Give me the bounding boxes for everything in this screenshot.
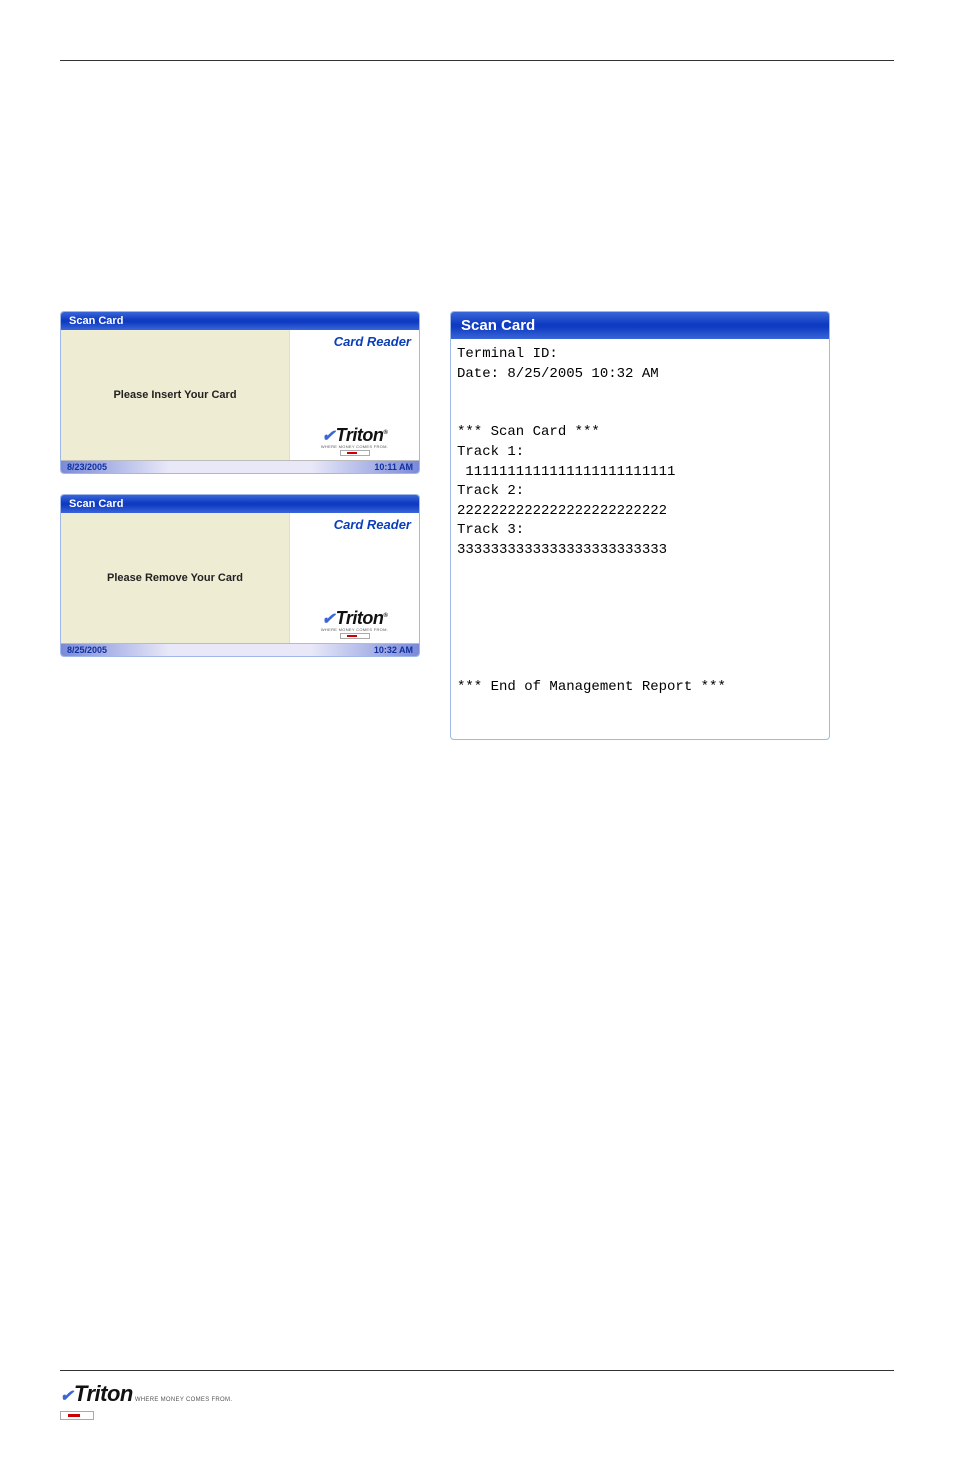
left-column: Scan Card Please Insert Your Card Card R… [60,311,420,657]
status-bar: 8/23/2005 10:11 AM [61,460,419,473]
status-time: 10:32 AM [374,645,413,655]
triton-logo: ✔Triton® WHERE MONEY COMES FROM. [290,608,419,643]
report-track3-label: Track 3: [457,522,524,538]
logo-tagline: WHERE MONEY COMES FROM. [290,444,419,449]
scan-card-report-window: Scan Card Terminal ID: Date: 8/25/2005 1… [450,311,830,740]
status-date: 8/23/2005 [67,462,107,472]
window-title-bar: Scan Card [61,312,419,330]
logo-bar-icon [340,450,370,456]
report-track2-value: 2222222222222222222222222 [457,503,667,519]
logo-bar-icon [340,633,370,639]
logo-brand: ✔Triton® [322,425,388,445]
report-footer: *** End of Management Report *** [457,679,726,695]
top-horizontal-rule [60,60,894,61]
footer-logo-tagline: WHERE MONEY COMES FROM. [135,1397,232,1403]
report-track1-label: Track 1: [457,444,524,460]
logo-brand: ✔Triton® [322,608,388,628]
message-text: Please Insert Your Card [113,389,236,401]
report-track2-label: Track 2: [457,483,524,499]
scan-card-remove-window: Scan Card Please Remove Your Card Card R… [60,494,420,657]
card-reader-label: Card Reader [290,513,419,536]
report-track1-value: 1111111111111111111111111 [457,464,675,480]
footer-triton-logo: ✔TritonWHERE MONEY COMES FROM. [60,1381,894,1425]
report-terminal-id: Terminal ID: [457,346,558,362]
report-body: Terminal ID: Date: 8/25/2005 10:32 AM **… [451,339,829,739]
page-footer: ✔TritonWHERE MONEY COMES FROM. [60,1370,894,1425]
message-panel: Please Insert Your Card [61,330,289,460]
window-title-text: Scan Card [69,498,123,510]
logo-swoosh-icon: ✔ [322,611,335,628]
report-title-text: Scan Card [461,317,535,334]
card-reader-label: Card Reader [290,330,419,353]
status-bar: 8/25/2005 10:32 AM [61,643,419,656]
scan-card-insert-window: Scan Card Please Insert Your Card Card R… [60,311,420,474]
logo-swoosh-icon: ✔ [60,1388,73,1405]
reader-panel: Card Reader ✔Triton® WHERE MONEY COMES F… [289,330,419,460]
report-heading: *** Scan Card *** [457,424,600,440]
triton-logo: ✔Triton® WHERE MONEY COMES FROM. [290,425,419,460]
footer-logo-bar-icon [60,1411,94,1420]
reader-panel: Card Reader ✔Triton® WHERE MONEY COMES F… [289,513,419,643]
window-title-text: Scan Card [69,315,123,327]
status-date: 8/25/2005 [67,645,107,655]
report-date-line: Date: 8/25/2005 10:32 AM [457,366,659,382]
window-body: Please Remove Your Card Card Reader ✔Tri… [61,513,419,643]
window-title-bar: Scan Card [61,495,419,513]
bottom-horizontal-rule [60,1370,894,1371]
window-body: Please Insert Your Card Card Reader ✔Tri… [61,330,419,460]
logo-tagline: WHERE MONEY COMES FROM. [290,627,419,632]
report-track3-value: 3333333333333333333333333 [457,542,667,558]
message-text: Please Remove Your Card [107,572,243,584]
status-time: 10:11 AM [374,462,413,472]
logo-swoosh-icon: ✔ [322,428,335,445]
footer-logo-brand: ✔Triton [60,1381,133,1406]
content-row: Scan Card Please Insert Your Card Card R… [60,311,894,740]
message-panel: Please Remove Your Card [61,513,289,643]
report-title-bar: Scan Card [451,312,829,339]
